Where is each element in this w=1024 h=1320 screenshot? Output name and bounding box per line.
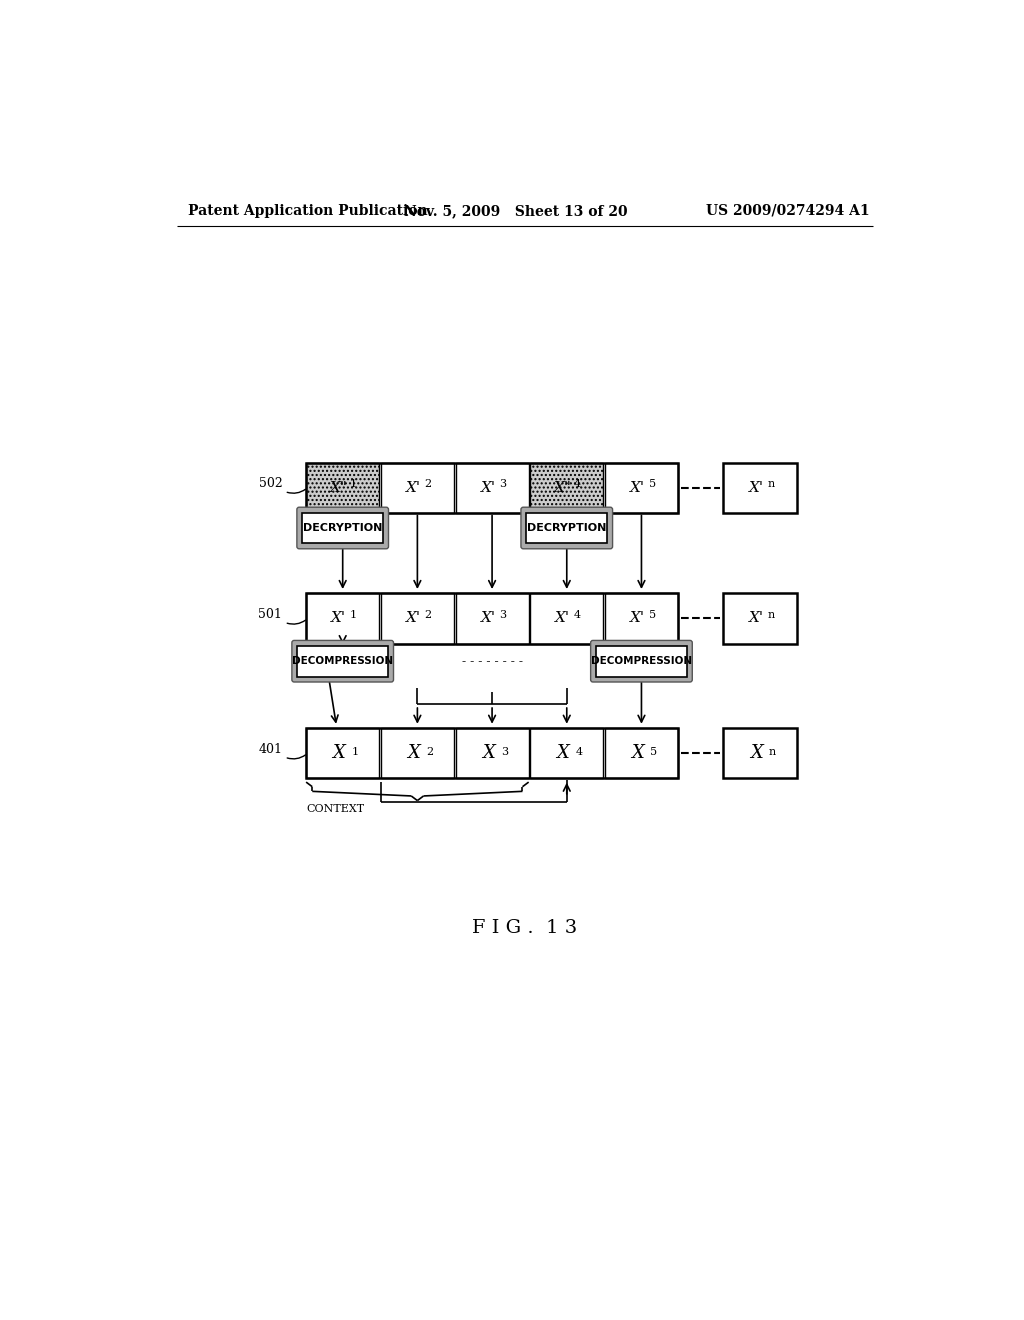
Text: 2: 2: [425, 479, 432, 490]
Bar: [526, 512, 607, 544]
Text: 502: 502: [258, 478, 283, 490]
Bar: [297, 645, 388, 677]
Text: 5: 5: [648, 479, 655, 490]
FancyBboxPatch shape: [292, 640, 393, 682]
Text: US 2009/0274294 A1: US 2009/0274294 A1: [707, 203, 869, 218]
Text: 3: 3: [501, 747, 508, 756]
Text: X': X': [749, 611, 764, 626]
Text: X: X: [408, 744, 420, 762]
Text: 3: 3: [500, 479, 507, 490]
Text: DECRYPTION: DECRYPTION: [303, 523, 382, 533]
Bar: [596, 645, 687, 677]
Bar: [381, 729, 454, 779]
Bar: [306, 729, 678, 779]
Bar: [530, 729, 603, 779]
Bar: [605, 462, 678, 512]
Text: Patent Application Publication: Patent Application Publication: [188, 203, 428, 218]
FancyBboxPatch shape: [591, 640, 692, 682]
Text: X': X': [630, 480, 645, 495]
Text: 2: 2: [426, 747, 433, 756]
Text: 1: 1: [350, 610, 357, 620]
Text: - - - - - - - -: - - - - - - - -: [462, 655, 522, 668]
Bar: [724, 729, 797, 779]
Text: X': X': [749, 480, 764, 495]
Text: 1: 1: [351, 747, 358, 756]
Text: X': X': [630, 611, 645, 626]
Text: X: X: [750, 744, 763, 762]
Text: X: X: [631, 744, 644, 762]
Bar: [306, 594, 379, 644]
Bar: [306, 594, 678, 644]
Text: X: X: [481, 744, 495, 762]
Bar: [605, 729, 678, 779]
Text: 1: 1: [350, 479, 357, 490]
Text: 5: 5: [650, 747, 657, 756]
Bar: [302, 512, 383, 544]
Text: X': X': [332, 611, 346, 626]
Text: X: X: [556, 744, 569, 762]
Bar: [530, 594, 603, 644]
Text: X: X: [333, 744, 345, 762]
Bar: [381, 594, 454, 644]
Bar: [306, 462, 379, 512]
Bar: [456, 594, 528, 644]
Text: 4: 4: [574, 610, 581, 620]
Text: X': X': [555, 611, 570, 626]
Text: Nov. 5, 2009   Sheet 13 of 20: Nov. 5, 2009 Sheet 13 of 20: [403, 203, 628, 218]
Bar: [605, 594, 678, 644]
Bar: [456, 462, 528, 512]
Text: CONTEXT: CONTEXT: [306, 804, 365, 813]
Text: X': X': [480, 611, 496, 626]
Text: 3: 3: [500, 610, 507, 620]
Text: X': X': [406, 611, 421, 626]
Text: DECRYPTION: DECRYPTION: [527, 523, 606, 533]
Text: X": X": [330, 480, 348, 495]
Text: 401: 401: [258, 743, 283, 756]
Bar: [306, 729, 379, 779]
Text: X': X': [480, 480, 496, 495]
Text: X": X": [554, 480, 571, 495]
Text: 501: 501: [258, 609, 283, 622]
Text: DECOMPRESSION: DECOMPRESSION: [591, 656, 692, 667]
Text: 5: 5: [648, 610, 655, 620]
Bar: [381, 462, 454, 512]
Bar: [724, 594, 797, 644]
Text: 2: 2: [425, 610, 432, 620]
Text: n: n: [767, 479, 774, 490]
Text: X': X': [406, 480, 421, 495]
Bar: [724, 462, 797, 512]
Bar: [456, 729, 528, 779]
Text: F I G .  1 3: F I G . 1 3: [472, 920, 578, 937]
Text: n: n: [767, 610, 774, 620]
Text: DECOMPRESSION: DECOMPRESSION: [292, 656, 393, 667]
Text: n: n: [769, 747, 776, 756]
Text: 4: 4: [575, 747, 583, 756]
Bar: [530, 462, 603, 512]
Text: 4: 4: [574, 479, 581, 490]
FancyBboxPatch shape: [297, 507, 388, 549]
FancyBboxPatch shape: [521, 507, 612, 549]
Bar: [306, 462, 678, 512]
